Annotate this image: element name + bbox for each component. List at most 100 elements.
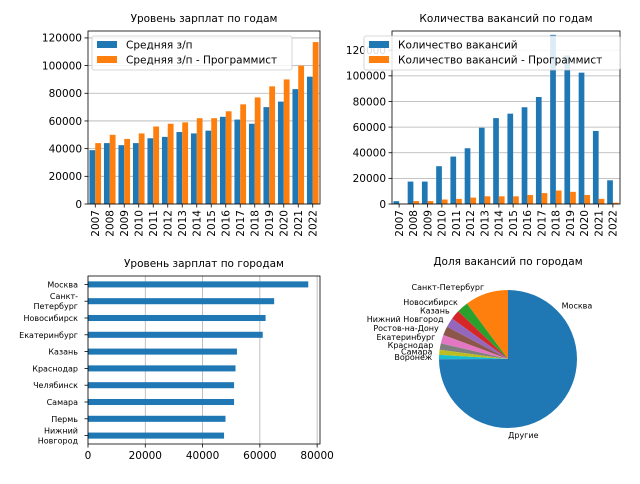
legend-swatch (97, 41, 117, 48)
x-tick-label: 2022 (308, 210, 320, 237)
y-tick-label: 80000 (353, 96, 386, 108)
x-tick-label: 2015 (206, 210, 218, 237)
bar-secondary (428, 201, 434, 204)
y-tick-label: Челябинск (33, 381, 78, 390)
bar-primary (133, 143, 139, 204)
bar-secondary (240, 104, 246, 204)
bar-secondary (255, 97, 261, 204)
bar-secondary (153, 126, 159, 204)
bar-primary (393, 201, 399, 204)
bar-primary (522, 107, 528, 204)
bar-primary (249, 124, 255, 204)
bar-primary (507, 114, 513, 204)
chart-title: Уровень зарплат по городам (124, 258, 284, 270)
bar (88, 315, 266, 321)
y-tick-label: 0 (379, 199, 386, 211)
bar-secondary (513, 196, 519, 204)
x-tick-label: 2017 (235, 210, 247, 237)
y-tick-label: 40000 (353, 148, 386, 160)
y-tick-label: Екатеринбург (19, 331, 78, 340)
bar (88, 332, 263, 338)
bar-primary (176, 132, 182, 204)
bar-secondary (456, 199, 462, 204)
bar-primary (307, 77, 313, 204)
legend-swatch (369, 56, 389, 63)
bar-secondary (211, 118, 217, 204)
bar-secondary (442, 200, 448, 204)
chart-title: Уровень зарплат по годам (131, 13, 278, 25)
chart-2: Количества вакансий по годам020000400006… (346, 13, 620, 237)
x-tick-label: 2020 (279, 210, 291, 237)
pie-label: Нижний Новгород (367, 315, 444, 324)
legend-swatch (97, 56, 117, 63)
bar (88, 349, 237, 355)
y-tick-label: 80000 (49, 88, 82, 100)
bar-secondary (168, 124, 174, 204)
legend-label: Средняя з/п (126, 40, 193, 52)
chart-title: Количества вакансий по годам (419, 13, 592, 25)
bar-secondary (298, 66, 304, 204)
bar-primary (450, 157, 456, 204)
bar-primary (89, 150, 95, 204)
bar-secondary (413, 201, 419, 204)
pie-label: Москва (562, 301, 593, 310)
chart-1: Уровень зарплат по годам0200004000060000… (42, 13, 320, 237)
bar-primary (465, 148, 471, 204)
pie-label: Воронеж (394, 353, 432, 362)
y-tick-label: 20000 (353, 173, 386, 185)
y-tick-label: 120000 (42, 33, 82, 45)
x-tick-label: 2007 (394, 210, 406, 237)
x-tick-label: 2011 (451, 210, 463, 237)
x-tick-label: 2021 (293, 210, 305, 237)
x-tick-label: 2012 (163, 210, 175, 237)
y-tick-label: 100000 (42, 60, 82, 72)
x-tick-label: 2018 (250, 210, 262, 237)
bar-secondary (269, 86, 275, 204)
x-tick-label: 2010 (437, 210, 449, 237)
bar (88, 365, 236, 371)
pie-label: Ростов-на-Дону (373, 324, 439, 333)
bar-primary (263, 107, 269, 204)
x-tick-label: 2013 (177, 210, 189, 237)
bar-secondary (124, 139, 130, 204)
bar-primary (147, 138, 153, 204)
x-tick-label: 80000 (300, 450, 333, 462)
x-tick-label: 2019 (565, 210, 577, 237)
bar-secondary (110, 135, 116, 204)
x-tick-label: 2008 (408, 210, 420, 237)
x-tick-label: 2012 (465, 210, 477, 237)
bar-primary (579, 73, 585, 204)
legend-label: Средняя з/п - Программист (126, 55, 277, 67)
x-tick-label: 2020 (579, 210, 591, 237)
bar-primary (593, 131, 599, 204)
x-tick-label: 2021 (593, 210, 605, 237)
bar-secondary (284, 79, 290, 204)
bar-primary (493, 118, 499, 204)
bar-primary (234, 120, 240, 204)
x-tick-label: 2010 (134, 210, 146, 237)
y-tick-label: Пермь (51, 415, 78, 424)
x-tick-label: 2009 (422, 210, 434, 237)
bar-secondary (570, 192, 576, 204)
bar-primary (607, 180, 613, 204)
x-tick-label: 2007 (90, 210, 102, 237)
x-tick-label: 2017 (536, 210, 548, 237)
bar-secondary (584, 195, 590, 204)
bar-secondary (197, 118, 203, 204)
bar (88, 298, 274, 304)
chart-title: Доля вакансий по городам (433, 256, 582, 268)
x-tick-label: 0 (85, 450, 92, 462)
y-tick-label: 60000 (49, 116, 82, 128)
bar (88, 399, 234, 405)
bar-primary (191, 133, 197, 204)
x-tick-label: 2013 (479, 210, 491, 237)
y-tick-label: Москва (47, 280, 78, 289)
y-tick-label: Краснодар (32, 364, 78, 373)
x-tick-label: 2009 (119, 210, 131, 237)
x-tick-label: 2008 (105, 210, 117, 237)
bar (88, 382, 234, 388)
